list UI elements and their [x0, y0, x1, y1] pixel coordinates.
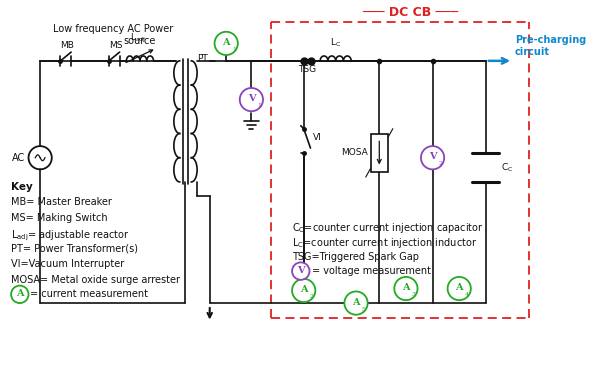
Text: A: A	[223, 38, 230, 47]
Text: Pre-charging
circuit: Pre-charging circuit	[515, 35, 586, 57]
Circle shape	[292, 279, 316, 302]
Text: L$_{\mathsf{C}}$=counter current injection inductor: L$_{\mathsf{C}}$=counter current injecti…	[292, 236, 478, 250]
Text: AC: AC	[13, 153, 26, 163]
Text: TSG=Triggered Spark Gap: TSG=Triggered Spark Gap	[292, 252, 419, 262]
Text: PT= Power Transformer(s): PT= Power Transformer(s)	[11, 244, 138, 254]
Circle shape	[215, 32, 238, 55]
Text: Key: Key	[11, 182, 33, 192]
Text: L$_{\mathsf{adj}}$= adjustable reactor: L$_{\mathsf{adj}}$= adjustable reactor	[11, 228, 130, 243]
Text: = voltage measurement: = voltage measurement	[313, 266, 431, 276]
Text: V: V	[429, 152, 436, 161]
Circle shape	[421, 146, 444, 169]
Circle shape	[394, 277, 418, 300]
Text: 3: 3	[412, 292, 416, 297]
Text: ─── DC CB ───: ─── DC CB ───	[362, 6, 458, 19]
Text: Low frequency AC Power: Low frequency AC Power	[53, 24, 173, 34]
Text: A: A	[402, 283, 410, 292]
Circle shape	[344, 291, 368, 315]
Text: PT: PT	[197, 54, 208, 64]
Circle shape	[240, 88, 263, 111]
Text: MB: MB	[61, 41, 74, 50]
Circle shape	[11, 286, 29, 303]
Text: 1: 1	[257, 103, 261, 108]
Bar	[371, 134, 388, 172]
Text: MOSA: MOSA	[341, 149, 368, 157]
Text: L$_{\mathsf{C}}$: L$_{\mathsf{C}}$	[330, 37, 341, 49]
Text: A: A	[300, 285, 308, 294]
Text: = current measurement: = current measurement	[31, 289, 148, 299]
Text: 5: 5	[362, 307, 366, 312]
Circle shape	[448, 277, 471, 300]
Text: 2: 2	[439, 161, 442, 166]
Text: MB= Master Breaker: MB= Master Breaker	[11, 197, 112, 207]
Text: TSG: TSG	[299, 65, 317, 74]
Text: V: V	[297, 266, 305, 274]
Text: C$_{\mathsf{C}}$=counter current injection capacitor: C$_{\mathsf{C}}$=counter current injecti…	[292, 221, 484, 235]
Circle shape	[292, 262, 310, 280]
Text: 2: 2	[310, 294, 314, 299]
Text: VI=Vacuum Interrupter: VI=Vacuum Interrupter	[11, 260, 124, 269]
Text: 4: 4	[465, 292, 469, 297]
Text: V: V	[248, 94, 255, 103]
Text: L$_{\mathsf{adj}}$: L$_{\mathsf{adj}}$	[130, 32, 146, 45]
Text: A: A	[352, 297, 360, 307]
Text: VI: VI	[313, 133, 321, 142]
Text: A: A	[455, 283, 463, 292]
Text: source: source	[124, 36, 156, 46]
Text: MS= Making Switch: MS= Making Switch	[11, 213, 108, 223]
Text: C$_{\mathsf{C}}$: C$_{\mathsf{C}}$	[502, 161, 514, 174]
Text: MS: MS	[109, 41, 122, 50]
Text: A: A	[16, 289, 23, 298]
Text: 1: 1	[232, 47, 236, 52]
Text: MOSA= Metal oxide surge arrester: MOSA= Metal oxide surge arrester	[11, 275, 180, 285]
